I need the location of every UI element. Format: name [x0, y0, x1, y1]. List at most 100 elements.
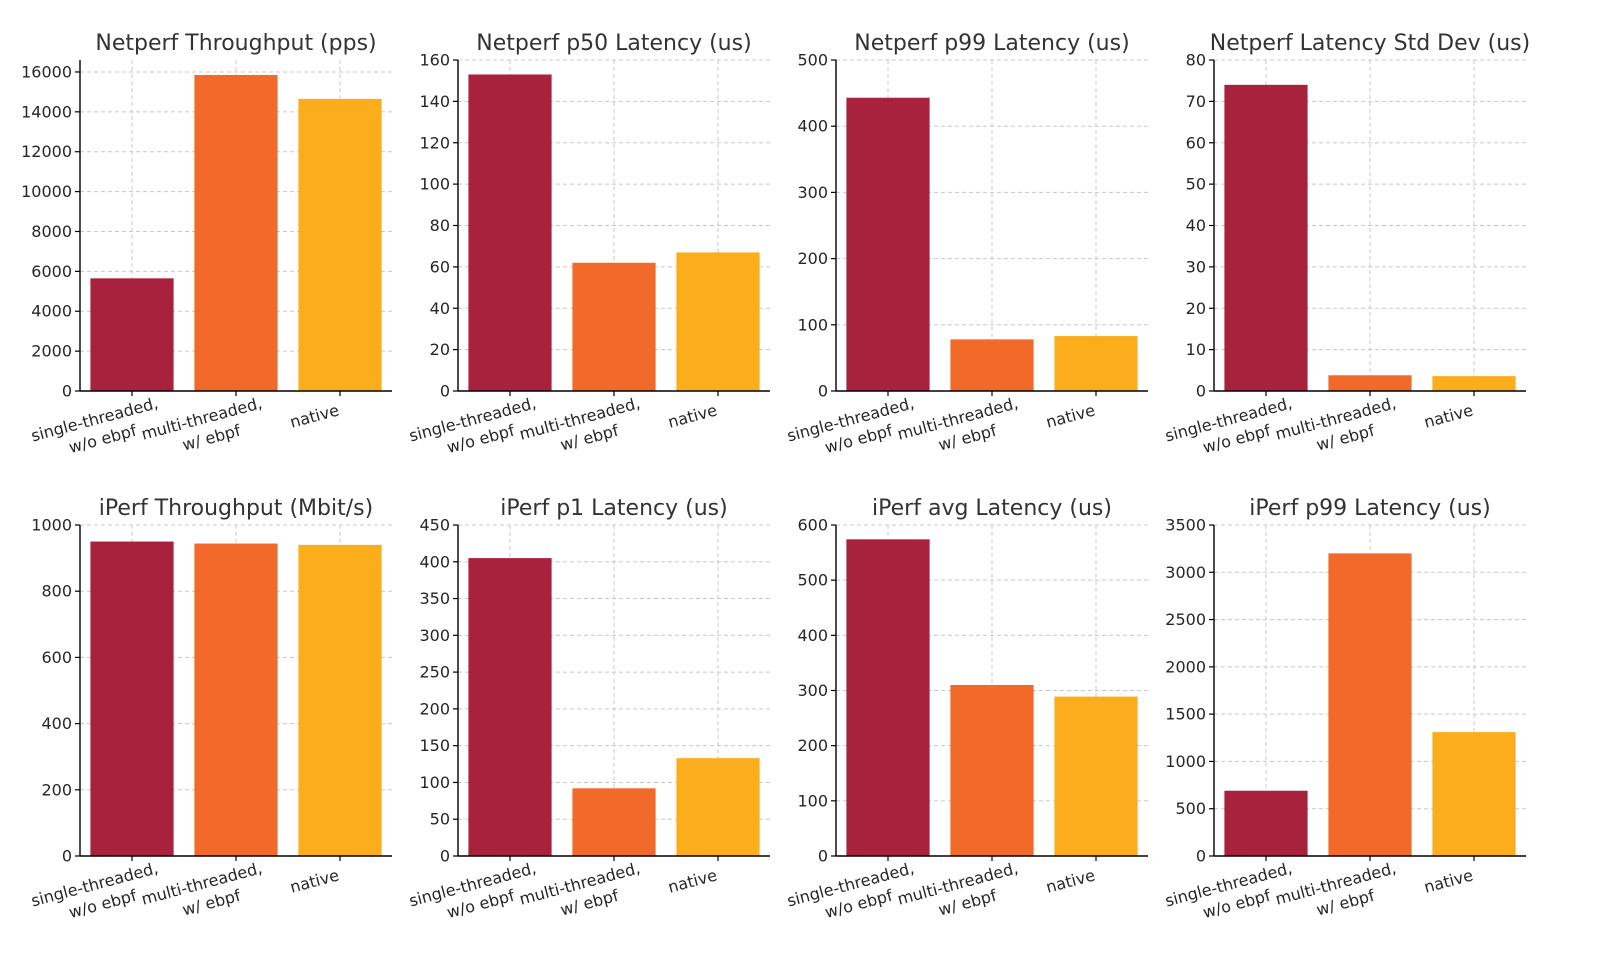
chart-panel-2: 020406080100120140160single-threaded,w/o…: [407, 31, 770, 464]
bar-3: [298, 98, 382, 391]
y-tick-label: 0: [1196, 382, 1206, 401]
y-tick-label: 0: [62, 382, 72, 401]
bar-2: [194, 74, 278, 391]
bar-2: [572, 262, 656, 391]
y-tick-label: 500: [797, 51, 828, 70]
bar-3: [676, 758, 760, 856]
y-tick-label: 14000: [21, 102, 72, 121]
y-tick-label: 450: [419, 516, 450, 535]
chart-title: iPerf p99 Latency (us): [1249, 496, 1490, 521]
y-tick-label: 600: [41, 648, 72, 667]
y-tick-label: 60: [1186, 133, 1206, 152]
y-tick-label: 150: [419, 736, 450, 755]
bar-3: [1432, 732, 1516, 856]
y-tick-label: 80: [430, 216, 450, 235]
y-tick-label: 20: [1186, 299, 1206, 318]
bar-2: [950, 684, 1034, 856]
y-tick-label: 50: [430, 810, 450, 829]
x-tick-label: native: [666, 401, 719, 432]
y-tick-label: 60: [430, 257, 450, 276]
y-tick-label: 200: [797, 736, 828, 755]
y-tick-label: 300: [419, 626, 450, 645]
y-tick-label: 600: [797, 516, 828, 535]
y-tick-label: 10000: [21, 182, 72, 201]
bar-1: [468, 558, 552, 856]
y-tick-label: 200: [41, 780, 72, 799]
y-tick-label: 1500: [1165, 705, 1206, 724]
y-tick-label: 350: [419, 589, 450, 608]
x-tick-label: multi-threaded,w/ ebpf: [139, 393, 269, 464]
x-tick-label: multi-threaded,w/ ebpf: [139, 858, 269, 929]
y-tick-label: 800: [41, 582, 72, 601]
y-tick-label: 40: [1186, 216, 1206, 235]
y-tick-label: 140: [419, 92, 450, 111]
y-tick-label: 500: [1175, 799, 1206, 818]
bar-1: [846, 539, 930, 856]
bar-1: [846, 97, 930, 391]
y-tick-label: 400: [797, 626, 828, 645]
y-tick-label: 0: [440, 382, 450, 401]
bar-1: [1224, 84, 1308, 391]
x-tick-label: multi-threaded,w/ ebpf: [895, 858, 1025, 929]
y-tick-label: 70: [1186, 92, 1206, 111]
y-tick-label: 500: [797, 571, 828, 590]
y-tick-label: 2000: [31, 342, 72, 361]
y-tick-label: 3500: [1165, 516, 1206, 535]
chart-title: Netperf Latency Std Dev (us): [1210, 31, 1530, 56]
chart-panel-8: 0500100015002000250030003500single-threa…: [1163, 496, 1526, 922]
bar-1: [90, 541, 174, 856]
y-tick-label: 3000: [1165, 563, 1206, 582]
chart-title: Netperf p99 Latency (us): [854, 31, 1129, 56]
y-tick-label: 50: [1186, 175, 1206, 194]
y-tick-label: 160: [419, 51, 450, 70]
y-tick-label: 200: [419, 699, 450, 718]
x-tick-label: native: [1044, 866, 1097, 897]
bar-3: [298, 544, 382, 856]
x-tick-label: multi-threaded,w/ ebpf: [1273, 393, 1403, 464]
chart-panel-6: 050100150200250300350400450single-thread…: [407, 496, 770, 922]
y-tick-label: 120: [419, 133, 450, 152]
y-tick-label: 4000: [31, 302, 72, 321]
y-tick-label: 250: [419, 663, 450, 682]
y-tick-label: 400: [419, 552, 450, 571]
y-tick-label: 200: [797, 249, 828, 268]
x-tick-label: native: [1044, 401, 1097, 432]
y-tick-label: 1000: [31, 516, 72, 535]
chart-title: iPerf p1 Latency (us): [500, 496, 727, 521]
x-tick-label: native: [288, 401, 341, 432]
y-tick-label: 20: [430, 340, 450, 359]
x-tick-label: native: [1422, 866, 1475, 897]
y-tick-label: 10: [1186, 340, 1206, 359]
bar-3: [676, 252, 760, 391]
y-tick-label: 100: [797, 791, 828, 810]
y-tick-label: 0: [1196, 847, 1206, 866]
x-tick-label: native: [288, 866, 341, 897]
chart-title: iPerf Throughput (Mbit/s): [99, 496, 373, 521]
y-tick-label: 6000: [31, 262, 72, 281]
y-tick-label: 40: [430, 299, 450, 318]
y-tick-label: 1000: [1165, 752, 1206, 771]
y-tick-label: 100: [797, 315, 828, 334]
bar-3: [1432, 376, 1516, 391]
y-tick-label: 16000: [21, 62, 72, 81]
y-tick-label: 0: [818, 847, 828, 866]
x-tick-label: multi-threaded,w/ ebpf: [895, 393, 1025, 464]
y-tick-label: 80: [1186, 51, 1206, 70]
y-tick-label: 100: [419, 773, 450, 792]
y-tick-label: 2000: [1165, 657, 1206, 676]
chart-panel-1: 0200040006000800010000120001400016000sin…: [21, 31, 392, 464]
y-tick-label: 0: [440, 847, 450, 866]
x-tick-label: native: [666, 866, 719, 897]
y-tick-label: 300: [797, 681, 828, 700]
bar-3: [1054, 696, 1138, 856]
x-tick-label: multi-threaded,w/ ebpf: [517, 393, 647, 464]
bar-1: [468, 74, 552, 391]
y-tick-label: 100: [419, 175, 450, 194]
chart-title: Netperf p50 Latency (us): [476, 31, 751, 56]
y-tick-label: 400: [41, 714, 72, 733]
